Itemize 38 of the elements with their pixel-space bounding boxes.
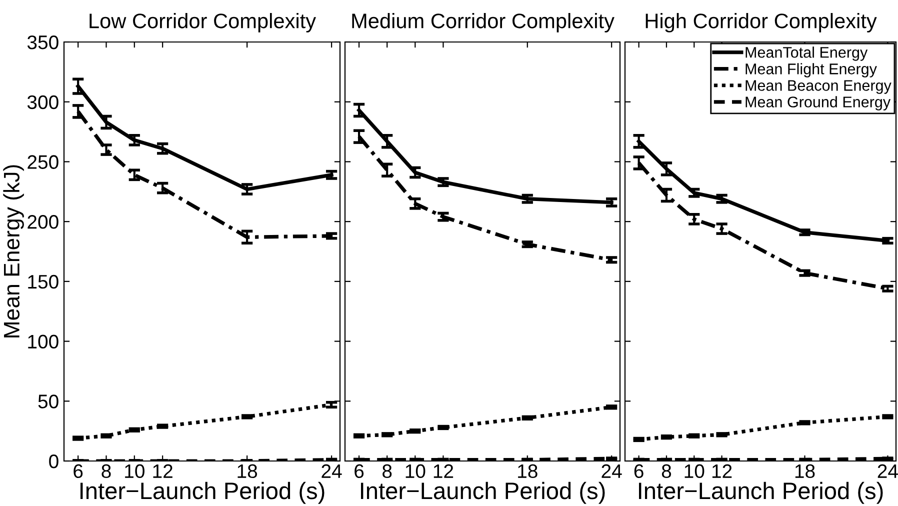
chart-title: High Corridor Complexity bbox=[646, 13, 877, 32]
x-tick-label: 24 bbox=[322, 464, 342, 478]
x-tick-label: 8 bbox=[662, 464, 672, 478]
y-tick-label: 150 bbox=[28, 274, 58, 289]
x-tick-label: 12 bbox=[712, 464, 732, 478]
x-tick-label: 10 bbox=[684, 464, 704, 478]
y-tick-label: 50 bbox=[38, 394, 58, 408]
y-tick-label: 100 bbox=[28, 334, 58, 349]
x-tick-label: 18 bbox=[238, 464, 258, 478]
y-tick-label: 0 bbox=[49, 454, 58, 468]
x-tick-label: 10 bbox=[125, 464, 144, 478]
y-axis-title: Mean Energy (kJ) bbox=[3, 165, 24, 338]
y-tick-label: 300 bbox=[27, 95, 58, 110]
y-tick-label: 350 bbox=[27, 35, 58, 50]
chart-title: Low Corridor Complexity bbox=[90, 13, 316, 32]
x-tick-label: 18 bbox=[795, 464, 815, 478]
x-tick-label: 10 bbox=[406, 464, 426, 478]
x-tick-label: 18 bbox=[518, 464, 538, 478]
x-axis-title: Inter−Launch Period (s) bbox=[80, 482, 324, 504]
chart-title: Medium Corridor Complexity bbox=[352, 13, 614, 32]
legend-label: Mean Flight Energy bbox=[746, 63, 877, 78]
x-tick-label: 12 bbox=[153, 464, 172, 478]
x-tick-label: 24 bbox=[602, 464, 622, 478]
x-axis-title: Inter−Launch Period (s) bbox=[360, 482, 605, 504]
x-tick-label: 6 bbox=[634, 464, 644, 478]
x-tick-label: 6 bbox=[354, 464, 364, 478]
legend-label: Mean Ground Energy bbox=[746, 96, 891, 110]
legend-label: Mean Beacon Energy bbox=[746, 80, 892, 94]
x-tick-label: 24 bbox=[878, 464, 898, 478]
x-tick-label: 12 bbox=[434, 464, 454, 478]
x-axis-title: Inter−Launch Period (s) bbox=[638, 482, 883, 504]
x-tick-label: 8 bbox=[382, 464, 392, 478]
y-tick-label: 250 bbox=[28, 155, 58, 169]
line-series bbox=[76, 84, 334, 192]
y-tick-label: 200 bbox=[28, 215, 58, 229]
x-tick-label: 8 bbox=[102, 464, 111, 478]
legend-label: MeanTotal Energy bbox=[746, 46, 868, 61]
x-tick-label: 6 bbox=[74, 464, 83, 478]
